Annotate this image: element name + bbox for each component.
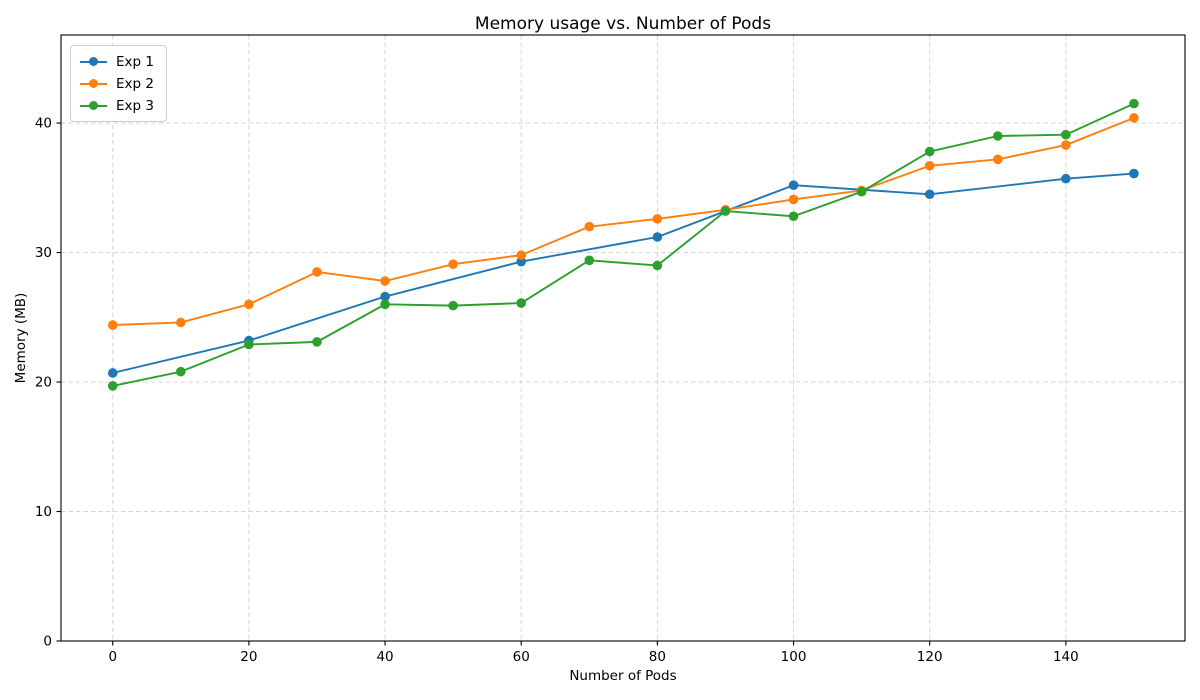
data-point-marker [584,221,595,232]
legend: Exp 1 Exp 2 Exp 3 [70,45,167,122]
data-point-marker [448,300,458,311]
y-tick-label: 0 [43,634,52,650]
data-point-marker [1129,98,1139,109]
data-point-marker [1129,168,1139,179]
series-line [111,102,1135,387]
data-point-marker [244,299,254,310]
x-tick-label: 60 [513,649,530,665]
data-point-marker [924,160,935,171]
data-point-marker [1129,113,1139,123]
x-tick-label: 140 [1053,649,1079,665]
data-point-marker [788,180,799,191]
data-point-marker [992,131,1003,141]
line-marker-icon [80,101,107,111]
data-point-marker [380,291,390,302]
legend-label: Exp 1 [116,53,154,70]
legend-item-exp3: Exp 3 [80,97,154,114]
data-point-marker [1061,129,1071,140]
data-point-marker [584,255,595,266]
data-point-marker [652,260,663,271]
legend-item-exp1: Exp 1 [80,53,154,70]
y-axis-label: Memory (MB) [13,292,29,384]
x-tick-label: 120 [917,649,943,665]
x-tick-label: 80 [649,649,666,665]
legend-label: Exp 3 [116,97,154,114]
data-point-marker [788,194,799,205]
data-point-marker [107,368,118,378]
y-tick-label: 30 [35,245,52,261]
data-point-marker [380,276,390,286]
data-point-marker [652,214,663,224]
data-point-marker [1061,140,1071,150]
chart-title: Memory usage vs. Number of Pods [474,14,772,34]
data-point-marker [516,298,527,308]
data-point-marker [176,317,186,328]
x-tick-label: 20 [240,649,257,665]
data-point-marker [720,206,731,216]
data-point-marker [924,146,935,157]
data-point-marker [107,381,118,391]
legend-item-exp2: Exp 2 [80,75,154,92]
line-marker-icon [80,79,107,89]
x-tick-label: 0 [108,649,117,665]
legend-label: Exp 2 [116,75,154,92]
y-tick-label: 10 [35,504,52,520]
y-tick-label: 40 [35,116,52,132]
data-point-marker [380,299,390,310]
data-point-marker [448,259,458,269]
plot-spines [60,34,1186,642]
data-point-marker [107,320,118,330]
y-tick-label: 20 [35,375,52,391]
data-point-marker [244,339,254,350]
series-line [111,116,1135,327]
x-tick-label: 40 [376,649,393,665]
line-marker-icon [80,57,107,67]
x-axis-label: Number of Pods [569,668,677,684]
data-point-marker [176,366,186,377]
data-point-marker [652,232,663,242]
data-point-marker [312,337,322,347]
data-point-marker [856,186,867,197]
data-point-marker [992,154,1003,165]
data-point-marker [788,211,799,222]
data-point-marker [1061,173,1071,184]
x-tick-label: 100 [781,649,807,665]
data-point-marker [924,189,935,200]
data-point-marker [516,250,527,260]
data-point-marker [312,267,322,277]
